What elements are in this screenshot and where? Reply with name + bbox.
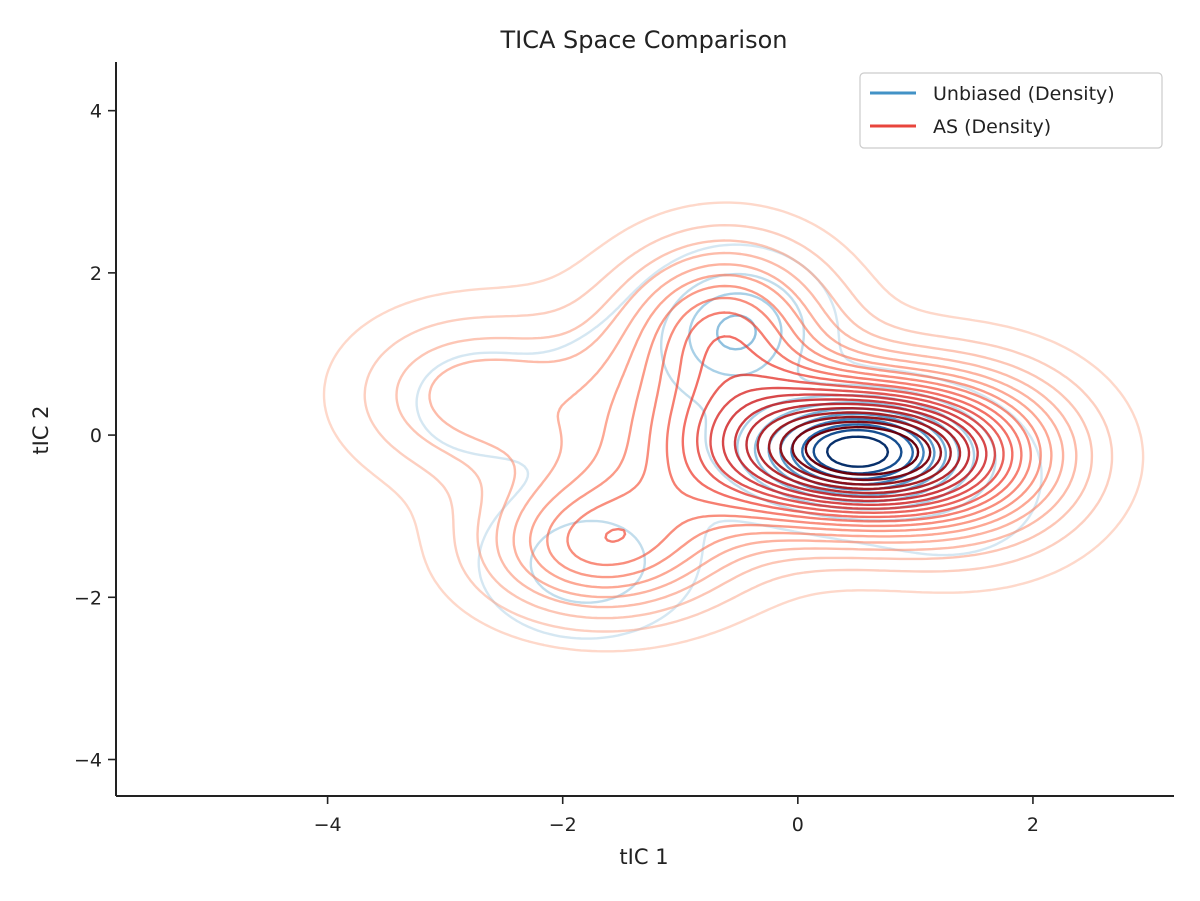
contour-level-as [428, 251, 1078, 609]
x-tick-label: −4 [314, 814, 342, 836]
contour-level-as [779, 415, 943, 486]
x-axis: −4 −2 0 2 [314, 796, 1039, 836]
y-tick-label: −4 [74, 750, 102, 772]
y-tick-label: 2 [90, 263, 102, 285]
contour-level-as [721, 393, 988, 506]
contour-level-unbiased [826, 435, 890, 468]
contour-level-as [696, 373, 1005, 514]
contour-level-as [681, 335, 1014, 519]
y-axis-label: tIC 2 [29, 405, 53, 454]
contour-level-as [767, 411, 952, 491]
contour-level-as [395, 239, 1094, 620]
contour-level-as [604, 311, 1023, 543]
contour-level-as [804, 425, 920, 476]
x-tick-label: 2 [1027, 814, 1039, 836]
y-tick-label: −2 [74, 587, 102, 609]
contour-level-as [756, 407, 962, 495]
contour-level-as [733, 398, 979, 503]
contour-level-as [512, 263, 1065, 599]
legend-box [859, 72, 1163, 149]
legend: Unbiased (Density) AS (Density) [859, 72, 1163, 149]
plot-area [322, 201, 1145, 653]
contour-level-as [528, 273, 1053, 589]
contour-level-as [322, 201, 1145, 653]
y-tick-label: 4 [90, 101, 102, 123]
contour-level-as [791, 420, 932, 482]
contour-level-as [745, 402, 971, 499]
y-axis: −4 −2 0 2 4 [74, 101, 116, 772]
contour-level-as [709, 386, 997, 510]
contour-level-as [546, 284, 1042, 579]
legend-label-as: AS (Density) [933, 116, 1051, 138]
x-tick-label: −2 [549, 814, 577, 836]
chart-title: TICA Space Comparison [499, 26, 787, 54]
y-tick-label: 0 [90, 425, 102, 447]
contour-level-as [566, 296, 1032, 567]
legend-label-unbiased: Unbiased (Density) [933, 83, 1115, 105]
x-tick-label: 0 [792, 814, 804, 836]
x-axis-label: tIC 1 [619, 845, 668, 869]
contour-level-as [363, 224, 1114, 633]
